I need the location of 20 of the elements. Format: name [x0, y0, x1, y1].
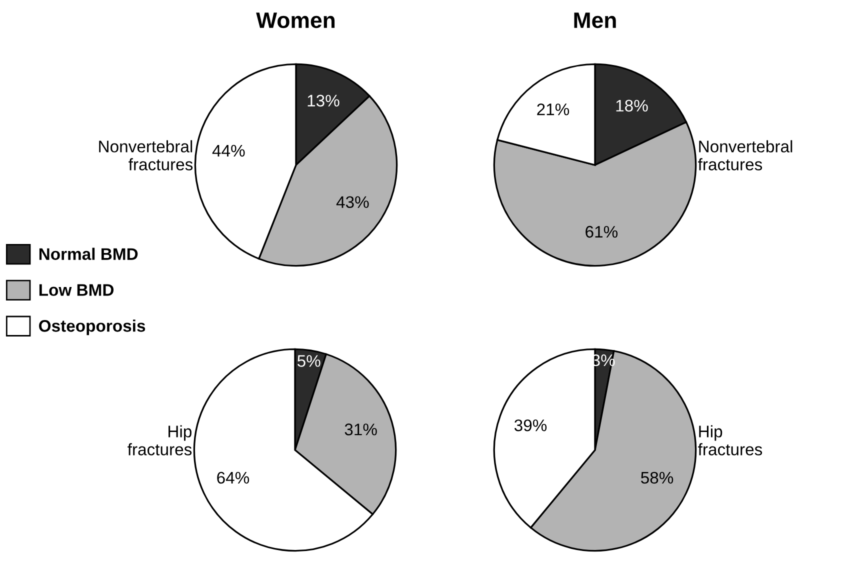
- chart-title: Men: [574, 12, 616, 28]
- legend-label: Normal BMD: [39, 248, 138, 260]
- data-label: 64%: [217, 472, 250, 484]
- data-label: 39%: [514, 419, 547, 432]
- data-label: 31%: [344, 424, 377, 436]
- data-label: 58%: [641, 472, 674, 484]
- legend-label: Osteoporosis: [39, 320, 146, 336]
- text: Nonvertebral fractures: [99, 140, 193, 170]
- text: Hip fractures: [698, 425, 762, 456]
- data-label: 43%: [336, 196, 369, 208]
- data-label: 5%: [298, 355, 320, 367]
- text: Hip fractures: [128, 425, 192, 456]
- data-label: 21%: [537, 104, 570, 116]
- legend-label: Low BMD: [39, 284, 114, 296]
- data-label: 18%: [616, 100, 648, 112]
- data-label: 13%: [308, 94, 340, 107]
- text: Nonvertebral fractures: [698, 140, 792, 170]
- data-label: 61%: [586, 226, 618, 238]
- chart-title: Women: [256, 12, 335, 28]
- data-label: 44%: [212, 144, 245, 157]
